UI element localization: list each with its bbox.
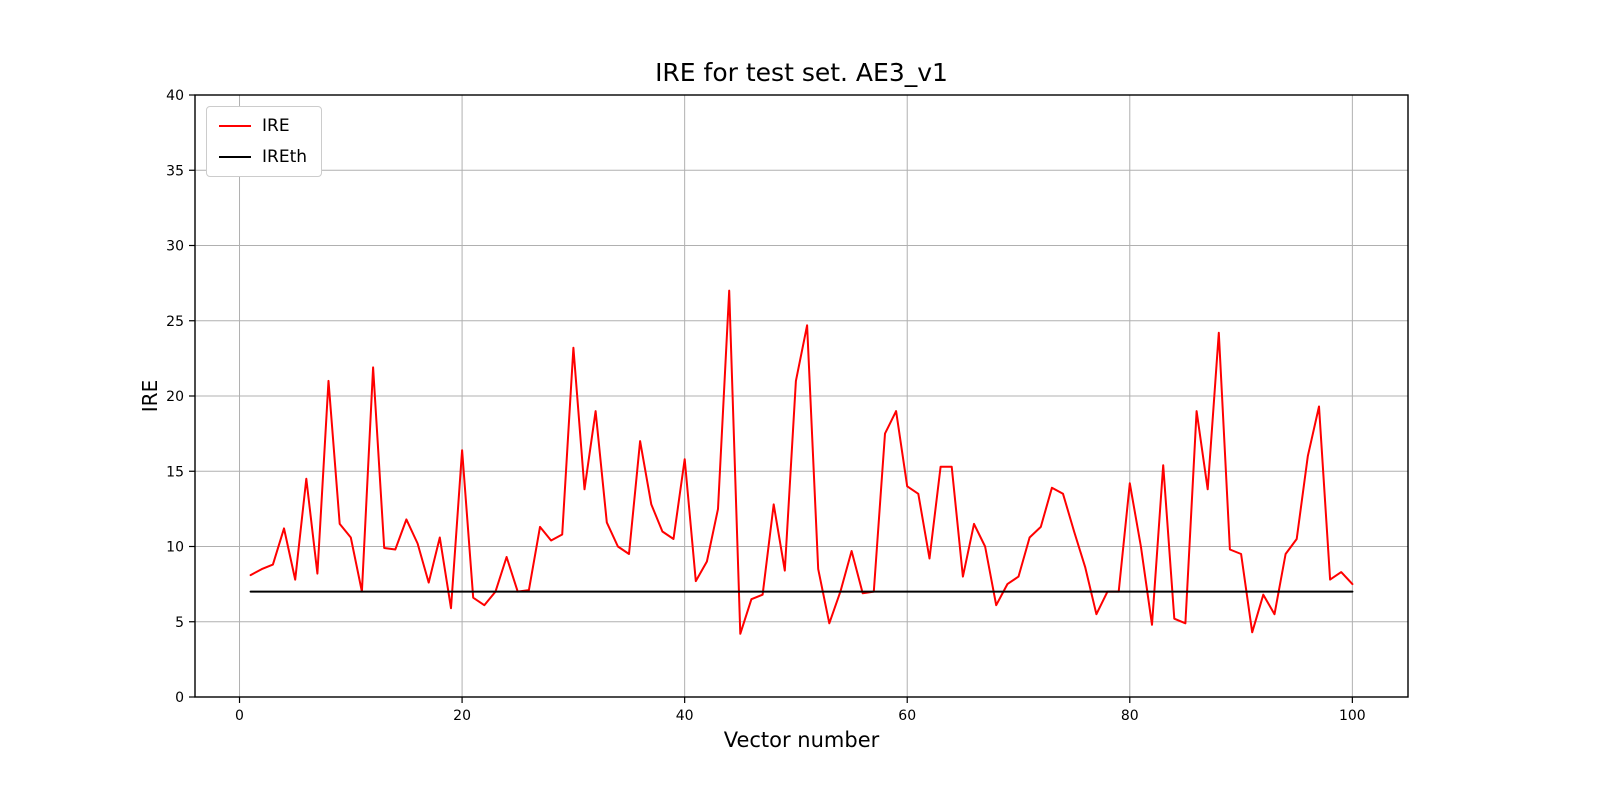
x-axis-label: Vector number <box>723 728 880 752</box>
y-tick-label: 25 <box>166 314 184 330</box>
x-tick-label: 60 <box>898 708 916 724</box>
legend-item-ireth: IREth <box>219 147 307 167</box>
legend-label-ire: IRE <box>262 116 290 136</box>
y-tick-label: 30 <box>166 239 184 255</box>
y-tick-label: 35 <box>166 163 184 179</box>
y-axis-label: IRE <box>138 379 162 413</box>
x-tick-label: 100 <box>1339 708 1366 724</box>
x-tick-label: 20 <box>453 708 471 724</box>
series-line-IRE <box>249 289 1354 635</box>
legend: IRE IREth <box>206 106 323 177</box>
legend-item-ire: IRE <box>219 116 307 136</box>
legend-label-ireth: IREth <box>262 147 308 167</box>
x-tick-label: 0 <box>235 708 244 724</box>
legend-line-sample-ireth <box>219 156 251 158</box>
y-tick-label: 5 <box>175 615 184 631</box>
chart-title: IRE for test set. AE3_v1 <box>655 58 948 87</box>
y-tick-label: 10 <box>166 540 184 556</box>
x-tick-label: 80 <box>1121 708 1139 724</box>
x-tick-label: 40 <box>676 708 694 724</box>
y-tick-label: 20 <box>166 389 184 405</box>
y-tick-label: 15 <box>166 464 184 480</box>
y-tick-label: 0 <box>175 690 184 706</box>
y-tick-label: 40 <box>166 88 184 104</box>
legend-line-sample-ire <box>219 125 251 127</box>
